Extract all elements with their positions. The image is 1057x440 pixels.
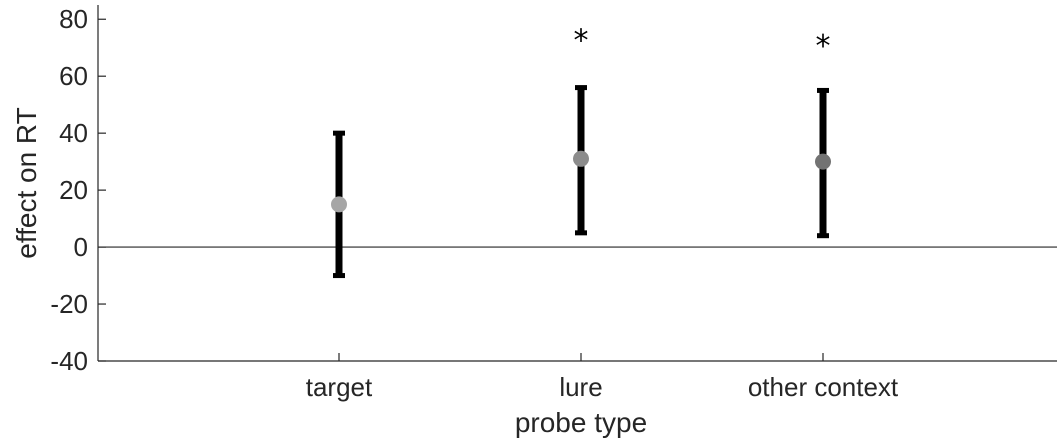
data-point (815, 153, 831, 170)
data-point (573, 150, 589, 167)
y-axis-label: effect on RT (11, 107, 42, 259)
x-tick-label: lure (559, 372, 602, 402)
significance-marker: * (816, 29, 831, 64)
y-tick-label: 60 (59, 61, 88, 91)
data-point (331, 196, 347, 213)
x-tick-label: other context (748, 372, 899, 402)
axes (97, 5, 1057, 362)
x-ticks: target lure other context (306, 353, 899, 402)
y-tick-label: -20 (50, 289, 88, 319)
y-tick-label: 80 (59, 4, 88, 34)
x-tick-label: target (306, 372, 373, 402)
y-tick-label: 40 (59, 118, 88, 148)
y-tick-label: 0 (74, 232, 88, 262)
significance-marker: * (574, 23, 589, 58)
y-tick-label: -40 (50, 346, 88, 376)
data-series: * * (331, 23, 831, 279)
y-tick-label: 20 (59, 175, 88, 205)
y-ticks: -40 -20 0 20 40 60 80 (50, 4, 106, 376)
x-axis-label: probe type (515, 407, 647, 438)
